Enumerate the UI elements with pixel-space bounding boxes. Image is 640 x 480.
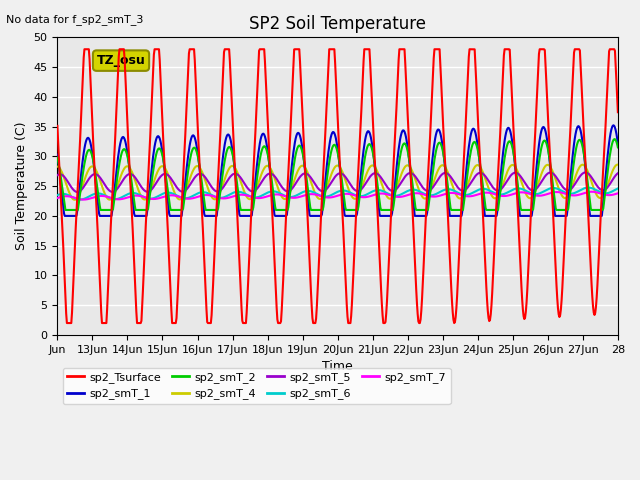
- Y-axis label: Soil Temperature (C): Soil Temperature (C): [15, 122, 28, 251]
- X-axis label: Time: Time: [323, 360, 353, 373]
- Legend: sp2_Tsurface, sp2_smT_1, sp2_smT_2, sp2_smT_4, sp2_smT_5, sp2_smT_6, sp2_smT_7: sp2_Tsurface, sp2_smT_1, sp2_smT_2, sp2_…: [63, 368, 451, 404]
- Text: No data for f_sp2_smT_3: No data for f_sp2_smT_3: [6, 14, 144, 25]
- Title: SP2 Soil Temperature: SP2 Soil Temperature: [249, 15, 426, 33]
- Text: TZ_osu: TZ_osu: [97, 54, 145, 67]
